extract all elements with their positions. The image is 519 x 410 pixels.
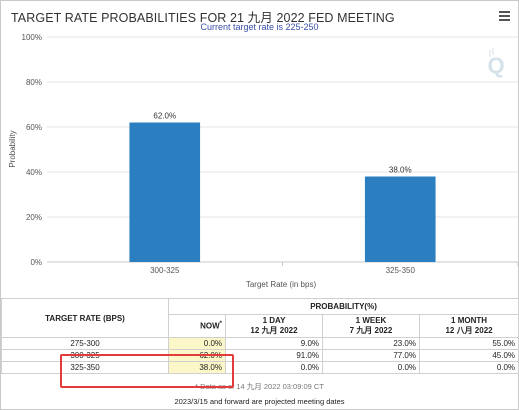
y-tick-labels: 0% 20% 40% 60% 80% 100% (22, 33, 42, 267)
bar-value-label: 62.0% (153, 112, 176, 121)
projected-dates-footer: 2023/3/15 and forward are projected meet… (174, 397, 345, 406)
subheader-1-day-line1: 1 DAY (262, 316, 286, 326)
subheader-1-month-line2: 12 八月 2022 (445, 326, 493, 336)
month-cell: 0.0% (418, 361, 519, 374)
subheader-now-label: NOW (200, 322, 220, 332)
menu-icon[interactable] (499, 11, 510, 21)
month-cell: 55.0% (418, 337, 519, 350)
now-marker: * (219, 321, 222, 328)
subheader-1-month-line1: 1 MONTH (451, 316, 488, 326)
day-cell: 0.0% (225, 361, 323, 374)
now-cell: 0.0% (168, 337, 226, 350)
header-target-rate: TARGET RATE (BPS) (1, 298, 169, 338)
subheader-1-day: 1 DAY 12 九月 2022 (225, 314, 323, 338)
x-tick-labels: 300-325 325-350 (150, 262, 518, 275)
data-timestamp-note: * Data as of 14 九月 2022 03:09:09 CT (195, 382, 324, 391)
rate-cell: 325-350 (1, 361, 169, 374)
table-row: 325-350 38.0% 0.0% 0.0% 0.0% (1, 361, 519, 374)
table-row: 275-300 0.0% 9.0% 23.0% 55.0% (1, 337, 519, 350)
subheader-now: NOW* (168, 314, 226, 338)
chart-title: TARGET RATE PROBABILITIES FOR 21 九月 2022… (11, 11, 395, 25)
rate-cell: 300-325 (1, 349, 169, 362)
bar[interactable] (364, 176, 436, 263)
subheader-1-week-line1: 1 WEEK (355, 316, 387, 326)
chart-subtitle: Current target rate is 225-250 (200, 22, 319, 32)
y-tick-label: 100% (22, 33, 42, 42)
week-cell: 23.0% (322, 337, 420, 350)
rate-cell: 275-300 (1, 337, 169, 350)
header-probability: PROBABILITY(%) (167, 297, 519, 316)
bar[interactable] (129, 122, 201, 263)
bars (129, 122, 436, 263)
day-cell: 91.0% (225, 349, 323, 362)
subheader-1-day-line2: 12 九月 2022 (250, 326, 298, 336)
svg-text:Q: Q (487, 53, 504, 78)
grid-lines (47, 36, 518, 263)
q-logo-icon: Q (487, 48, 505, 78)
bar-chart: Q 62.0%38.0% 0%20%40%60%80%100% 300-325 3… (8, 33, 518, 289)
y-tick-label: 60% (26, 123, 42, 132)
day-cell: 9.0% (225, 337, 323, 350)
week-cell: 0.0% (322, 361, 420, 374)
y-tick-label: 20% (26, 213, 42, 222)
now-cell: 62.0% (168, 349, 226, 362)
x-axis-label: Target Rate (in bps) (246, 280, 317, 289)
y-tick-label: 0% (30, 258, 42, 267)
subheader-1-month: 1 MONTH 12 八月 2022 (418, 314, 519, 338)
y-tick-label: 80% (26, 78, 42, 87)
month-cell: 45.0% (418, 349, 519, 362)
subheader-1-week: 1 WEEK 7 九月 2022 (322, 314, 420, 338)
y-tick-label: 40% (26, 168, 42, 177)
probability-table: TARGET RATE (BPS) PROBABILITY(%) NOW* 1 … (1, 297, 519, 374)
subheader-1-week-line2: 7 九月 2022 (349, 326, 393, 336)
x-tick-label: 300-325 (150, 266, 180, 275)
table-row: 300-325 62.0% 91.0% 77.0% 45.0% (1, 349, 519, 362)
now-cell: 38.0% (168, 361, 226, 374)
x-tick-label: 325-350 (386, 266, 416, 275)
week-cell: 77.0% (322, 349, 420, 362)
probability-table-panel: TARGET RATE (BPS) PROBABILITY(%) NOW* 1 … (1, 297, 519, 409)
y-axis-label: Probability (8, 130, 17, 167)
bar-value-label: 38.0% (389, 166, 412, 175)
chart-panel: TARGET RATE PROBABILITIES FOR 21 九月 2022… (1, 1, 518, 297)
bar-value-labels: 62.0% 38.0% (153, 112, 411, 175)
